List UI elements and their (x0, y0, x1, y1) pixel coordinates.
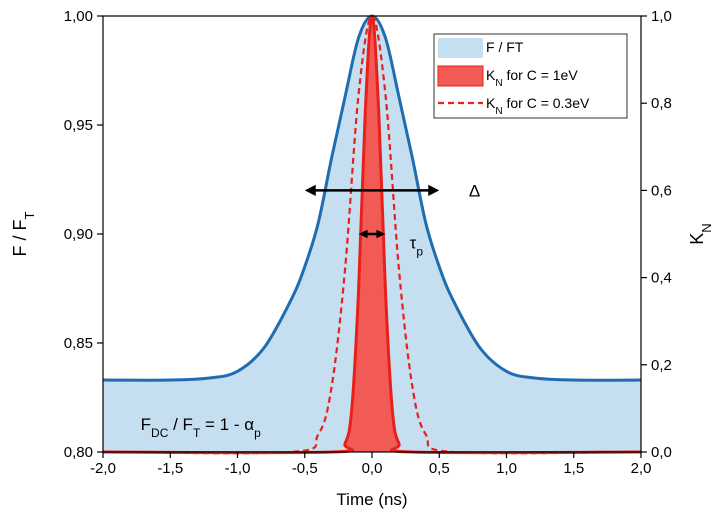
x-tick-label: -1,5 (157, 460, 183, 477)
y-right-tick-label: 0,4 (651, 270, 672, 287)
x-tick-label: -1,0 (225, 460, 251, 477)
delta-label: Δ (469, 181, 480, 200)
delta-arrow (304, 184, 440, 196)
x-tick-label: 1,0 (496, 460, 517, 477)
x-tick-label: 0,0 (362, 460, 383, 477)
y-left-tick-label: 0,85 (64, 335, 93, 352)
y-left-tick-label: 1,00 (64, 8, 93, 25)
y-right-tick-label: 0,6 (651, 182, 672, 199)
tau-label: τp (410, 234, 424, 259)
legend-swatch-2 (438, 66, 483, 86)
delta-arrow-head-left (304, 184, 316, 196)
legend-swatch-2-border (437, 65, 484, 87)
y-left-axis-label: F / FT (10, 211, 37, 256)
y-right-tick-label: 0,2 (651, 357, 672, 374)
x-tick-label: -0,5 (292, 460, 318, 477)
y-right-axis-label: KN (687, 223, 714, 244)
annotations: Δτp FDC / FT = 1 - αp (141, 181, 481, 439)
x-tick-label: 1,5 (563, 460, 584, 477)
tau-arrow (358, 229, 386, 239)
y-right-tick-label: 0,0 (651, 444, 672, 461)
y-left-tick-label: 0,90 (64, 226, 93, 243)
x-tick-label: -2,0 (90, 460, 116, 477)
y-right-tick-label: 1,0 (651, 8, 672, 25)
y-right-tick-label: 0,8 (651, 95, 672, 112)
tau-arrow-head-left (358, 229, 368, 239)
legend-label-1: F / FT (486, 39, 524, 55)
y-left-tick-label: 0,95 (64, 117, 93, 134)
series-kn-c-0-3ev-line (102, 14, 642, 455)
tau-arrow-head-right (376, 229, 386, 239)
x-axis-label: Time (ns) (336, 490, 407, 509)
legend-swatch-1 (438, 38, 483, 58)
x-tick-label: 0,5 (429, 460, 450, 477)
legend-label-2: KN for C = 1eV (486, 67, 578, 89)
x-tick-label: 2,0 (631, 460, 652, 477)
axes: -2,0 -1,5 -1,0 -0,5 0,0 0,5 1,0 1,5 2,0 0,80 0,85 0… (10, 8, 714, 509)
legend: F / FT KN for C = 1eV KN for C = 0.3eV (433, 33, 628, 119)
fdc-label: FDC / FT = 1 - αp (141, 415, 261, 440)
legend-label-3: KN for C = 0.3eV (486, 95, 590, 117)
y-left-tick-label: 0,80 (64, 444, 93, 461)
delta-arrow-head-right (428, 184, 440, 196)
